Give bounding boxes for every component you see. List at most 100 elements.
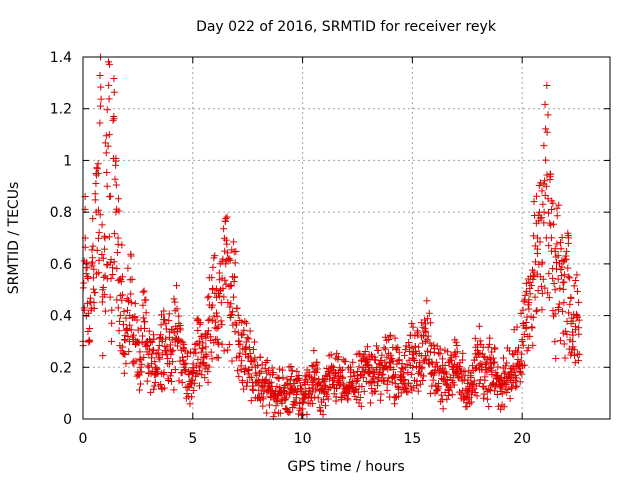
data-point [538,306,546,314]
x-tick-label: 20 [513,431,531,447]
data-point [538,260,546,268]
data-point [530,198,538,206]
data-point [434,349,442,357]
data-point [408,320,416,328]
data-point [265,401,273,409]
data-point [222,214,230,222]
data-point [553,258,561,266]
data-point [485,402,493,410]
data-point [132,357,140,365]
data-point [243,334,251,342]
data-point [357,402,365,410]
data-point [363,343,371,351]
data-point [87,298,95,306]
data-point [115,195,122,203]
data-point [141,318,149,326]
data-point [249,382,257,390]
data-point [544,195,552,203]
data-point [119,343,127,351]
data-point [570,282,578,290]
data-point [519,306,527,314]
data-point [555,260,563,268]
data-point [223,240,231,248]
data-point [424,332,432,340]
data-point [202,343,210,351]
data-point [118,296,126,304]
data-point [398,360,406,368]
data-point [556,284,564,292]
data-point [491,387,499,395]
data-point [560,340,568,348]
data-point [387,332,395,340]
data-point [164,354,172,362]
data-point [303,410,311,418]
y-axis-label: SRMTID / TECUs [6,182,22,295]
data-point [91,196,99,204]
data-point [575,298,583,306]
data-point [249,385,257,393]
data-point [171,366,179,374]
data-point [260,387,268,395]
data-point [217,317,225,325]
data-point [254,362,262,370]
data-point [555,201,563,209]
data-point [541,100,549,108]
data-point [561,354,569,362]
data-point [433,342,441,350]
data-point [121,350,129,358]
data-point [231,328,239,336]
data-point [127,252,135,260]
data-point [96,119,104,127]
data-point [143,377,151,385]
data-point [213,325,221,332]
data-point [88,246,96,254]
data-point [373,382,381,390]
data-point [251,338,259,346]
data-point [319,411,327,419]
data-point [552,355,560,363]
data-point [191,379,199,387]
data-point [372,387,380,395]
data-point [518,337,526,345]
data-point [541,284,549,292]
y-tick-label: 1 [63,153,72,169]
data-point [545,294,553,302]
data-point [558,234,566,242]
data-point [313,365,321,373]
data-point [309,400,317,408]
data-point [547,170,555,178]
data-point [101,307,109,315]
data-point [120,336,128,344]
data-point [379,364,387,372]
data-point [137,368,145,376]
data-point [383,377,391,385]
data-point [204,294,212,302]
axis-ticks: 0 0.2 0.4 0.6 0.8 1 1.2 1.4 0 5 10 15 20 [50,50,610,447]
data-point [256,353,264,361]
data-point [320,376,328,384]
data-point [452,363,460,371]
data-point [145,350,153,358]
data-point [180,340,188,348]
data-point [142,309,150,317]
data-point [520,297,528,305]
data-point [106,259,114,267]
y-tick-label: 0 [63,412,72,428]
data-point [95,229,103,237]
data-point [107,192,115,200]
data-point [194,355,202,363]
data-point [339,373,347,381]
data-point [543,128,551,136]
data-point [559,279,567,287]
data-point [541,191,549,199]
data-point [150,385,158,393]
data-point [500,403,508,411]
data-point [117,278,125,286]
data-point [443,370,451,378]
data-point [486,386,494,394]
data-point [568,314,576,322]
data-point [84,274,92,282]
data-point [505,347,513,355]
data-point [136,348,144,356]
